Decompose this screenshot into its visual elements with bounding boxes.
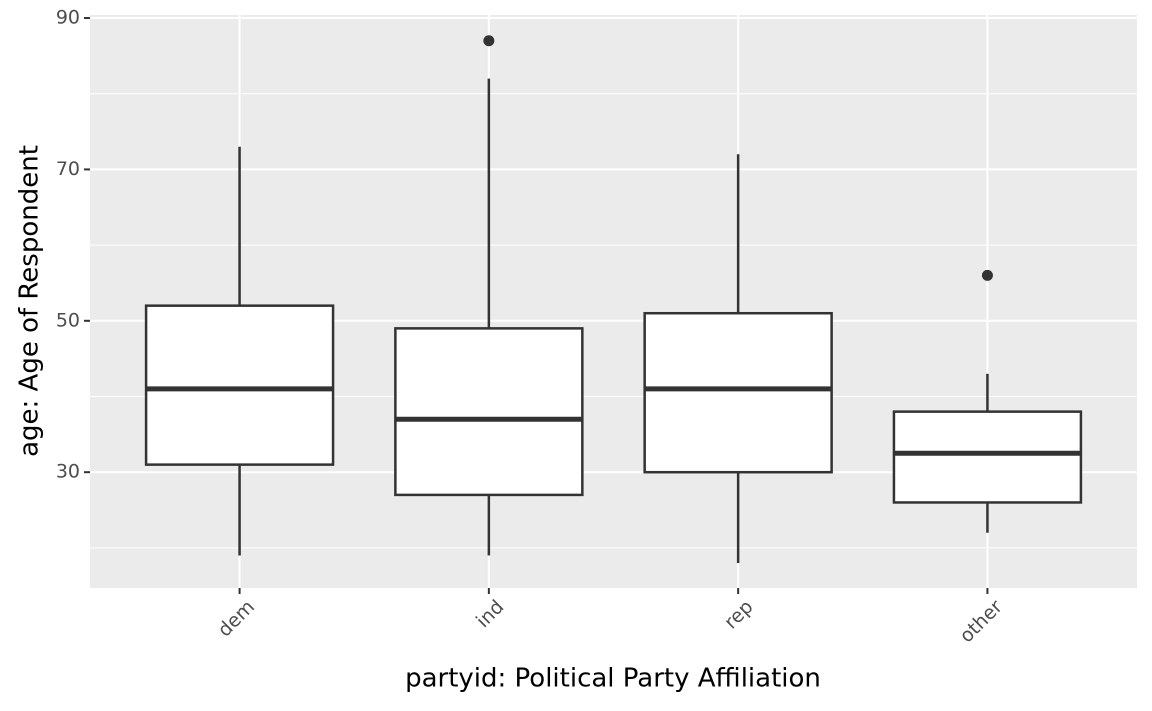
x-tick-label: rep — [720, 596, 758, 634]
outlier — [981, 269, 993, 281]
box — [892, 410, 1083, 504]
box — [144, 304, 335, 466]
box — [643, 311, 833, 474]
x-tick-label: other — [955, 596, 1006, 647]
y-axis-title: age: Age of Respondent — [15, 145, 45, 457]
x-axis-title: partyid: Political Party Affiliation — [405, 664, 821, 694]
box — [394, 327, 584, 497]
outlier — [483, 35, 495, 47]
y-tick-label: 90 — [56, 7, 80, 29]
y-tick-label: 30 — [56, 461, 80, 483]
y-tick-label: 50 — [56, 309, 80, 331]
x-tick-label: dem — [214, 596, 259, 641]
y-tick-label: 70 — [56, 158, 80, 180]
x-tick-label: ind — [472, 596, 508, 632]
